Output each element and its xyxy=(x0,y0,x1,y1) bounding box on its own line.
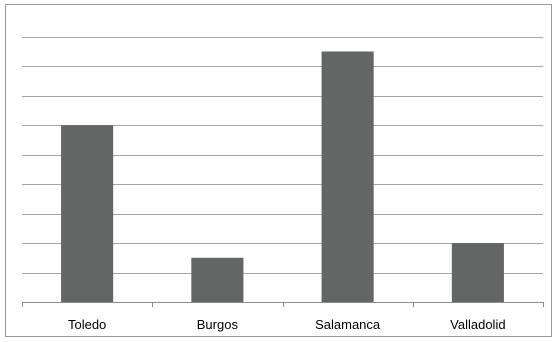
bar-burgos xyxy=(191,257,244,302)
x-tick-labels: Toledo Burgos Salamanca Valladolid xyxy=(68,317,506,332)
bar-salamanca xyxy=(321,51,374,303)
bar-toledo xyxy=(61,125,114,302)
x-tick-label: Toledo xyxy=(68,317,106,332)
x-tick-label: Burgos xyxy=(197,317,239,332)
x-tick-label: Valladolid xyxy=(450,317,505,332)
x-axis xyxy=(22,302,544,307)
bar-valladolid xyxy=(451,243,504,302)
bars xyxy=(61,51,504,303)
x-tick-label: Salamanca xyxy=(315,317,381,332)
